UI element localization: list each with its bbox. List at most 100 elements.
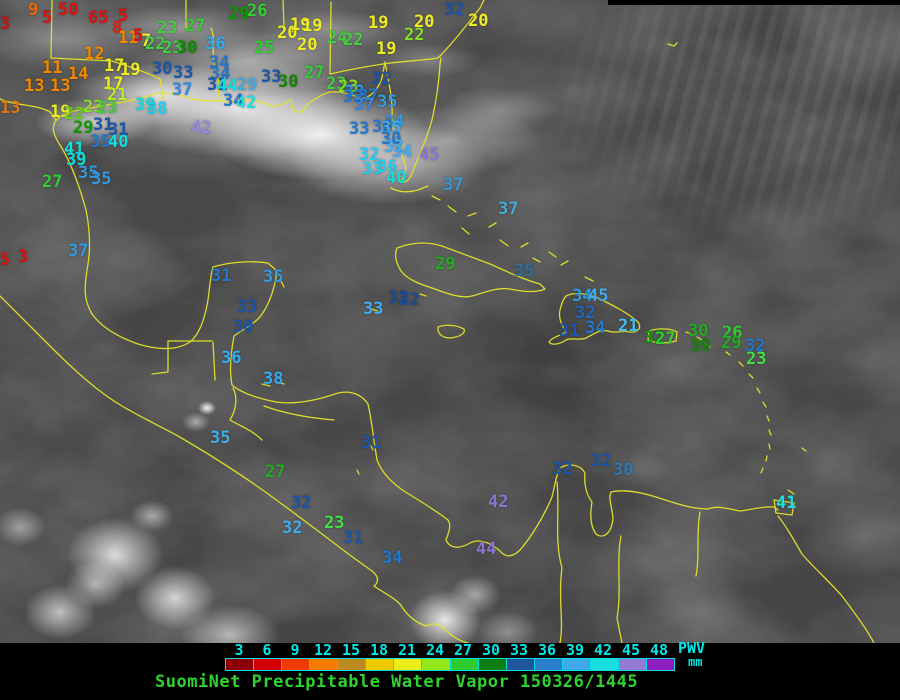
colorbar-tick: 42 — [593, 641, 613, 659]
small-islands — [261, 42, 678, 475]
colorbar-tick: 21 — [397, 641, 417, 659]
colorbar-segment — [337, 659, 366, 670]
station-pwv-value: 34 — [585, 318, 606, 338]
station-pwv-value: 38 — [263, 369, 284, 389]
station-pwv-value: 32 — [644, 328, 665, 348]
station-pwv-value: 32 — [291, 493, 312, 513]
station-pwv-value: 37 — [358, 86, 379, 106]
station-pwv-value: 29 — [237, 75, 258, 95]
station-pwv-value: 35 — [90, 132, 111, 152]
station-pwv-value: 22 — [64, 104, 85, 124]
satellite-image: 9 3 5 50 65 5 8 11 5 7 12 11 14 13 13 13 17 19 17 21 19 22 23 2… — [0, 0, 900, 643]
station-pwv-value: 26 — [722, 323, 743, 343]
colorbar-tick: 39 — [565, 641, 585, 659]
station-pwv-value: 20 — [414, 12, 435, 32]
station-pwv-value: 23 — [157, 18, 178, 38]
station-pwv-value: 34 — [209, 53, 230, 73]
station-pwv-value: 33 — [362, 159, 383, 179]
station-pwv-value: 19 — [302, 16, 323, 36]
colorbar-tick: 12 — [313, 641, 333, 659]
station-pwv-value: 35 — [91, 169, 112, 189]
station-pwv-value: 31 — [207, 75, 228, 95]
station-pwv-value: 7 — [141, 31, 152, 51]
station-pwv-value: 5 — [0, 250, 11, 270]
station-pwv-value: 36 — [221, 348, 242, 368]
colorbar-tick: 15 — [341, 641, 361, 659]
station-pwv-value: 42 — [191, 118, 212, 138]
station-pwv-value: 14 — [68, 64, 89, 84]
coastlines-overlay — [0, 0, 875, 643]
station-pwv-value: 23 — [326, 74, 347, 94]
station-pwv-value: 19 — [376, 39, 397, 59]
station-pwv-value: 37 — [68, 241, 89, 261]
state-borders — [0, 0, 332, 121]
station-pwv-value: 44 — [217, 76, 238, 96]
coast-orinoco-guyana — [777, 515, 875, 643]
image-edge-black-strip — [608, 0, 900, 5]
bahamas-islands — [431, 195, 594, 282]
coast-hispaniola — [548, 292, 641, 345]
station-pwv-value: 33 — [343, 87, 364, 107]
station-pwv-value: 32 — [388, 288, 409, 308]
station-pwv-value: 35 — [210, 428, 231, 448]
colorbar-segment — [421, 659, 450, 670]
station-pwv-value: 39 — [66, 150, 87, 170]
station-pwv-value: 5 — [133, 26, 144, 46]
station-pwv-value: 17 — [103, 74, 124, 94]
station-pwv-value: 13 — [50, 76, 71, 96]
colorbar-segment — [253, 659, 282, 670]
station-pwv-value: 5 — [42, 8, 53, 28]
station-pwv-value: 32 — [745, 336, 766, 356]
coast-us-gulf — [157, 61, 386, 113]
station-pwv-value: 45 — [588, 286, 609, 306]
station-pwv-value: 9 — [28, 0, 39, 20]
station-pwv-value: 38 — [147, 99, 168, 119]
station-pwv-value: 39 — [690, 336, 711, 356]
station-pwv-value: 20 — [277, 23, 298, 43]
station-pwv-value: 32 — [575, 303, 596, 323]
station-pwv-value: 34 — [392, 142, 413, 162]
colorbar-tick: 6 — [262, 641, 272, 659]
station-pwv-value: 23 — [338, 77, 359, 97]
station-pwv-value: 21 — [618, 316, 639, 336]
station-pwv-value: 19 — [368, 13, 389, 33]
station-pwv-value: 29 — [229, 4, 250, 24]
station-pwv-value: 37 — [498, 199, 519, 219]
station-pwv-value: 27 — [304, 63, 325, 83]
station-pwv-value: 13 — [24, 76, 45, 96]
station-pwv-value: 23 — [83, 97, 104, 117]
station-pwv-value: 32 — [444, 0, 465, 20]
station-pwv-value: 32 — [399, 290, 420, 310]
colorbar-tick-labels: 3 6 9 12 15 18 21 24 27 30 33 36 39 42 45 48 — [225, 641, 673, 659]
station-pwv-value: 34 — [210, 64, 231, 84]
station-pwv-value: 35 — [381, 118, 402, 138]
station-pwv-value: 40 — [108, 132, 129, 152]
station-pwv-value: 30 — [152, 59, 173, 79]
colorbar-segment — [561, 659, 590, 670]
central-america-borders — [151, 340, 335, 441]
colorbar-segment — [617, 659, 646, 670]
station-pwv-value: 45 — [419, 145, 440, 165]
coast-jamaica — [437, 324, 466, 339]
colorbar-segment — [477, 659, 506, 670]
colorbar-segment — [533, 659, 562, 670]
station-pwv-value: 30 — [613, 460, 634, 480]
station-pwv-value: 24 — [327, 28, 348, 48]
station-pwv-value: 25 — [254, 38, 275, 58]
south-america-borders — [556, 481, 701, 643]
station-pwv-value: 32 — [359, 145, 380, 165]
station-pwv-value: 32 — [282, 518, 303, 538]
coast-puerto-rico — [647, 328, 711, 348]
station-pwv-value: 32 — [591, 451, 612, 471]
colorbar-tick: 9 — [290, 641, 300, 659]
station-pwv-value: 27 — [185, 16, 206, 36]
station-pwv-value: 22 — [404, 25, 425, 45]
station-pwv-value: 33 — [363, 299, 384, 319]
colorbar-tick: 48 — [649, 641, 669, 659]
station-pwv-value: 42 — [236, 93, 257, 113]
station-pwv-value: 31 — [108, 120, 129, 140]
coast-cuba — [394, 242, 546, 298]
station-pwv-value: 40 — [386, 168, 407, 188]
station-pwv-value: 27 — [655, 329, 676, 349]
station-pwv-value: 3 — [18, 247, 29, 267]
